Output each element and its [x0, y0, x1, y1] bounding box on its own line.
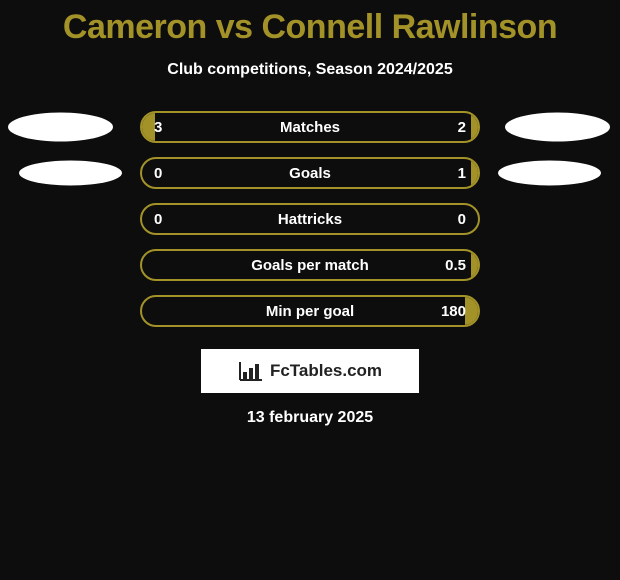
player-left-ellipse: [19, 161, 122, 186]
right-value: 1: [458, 159, 466, 187]
metric-bar: Min per goal180: [140, 295, 480, 327]
right-value: 180: [441, 297, 466, 325]
metric-label: Goals per match: [142, 251, 478, 279]
right-value: 0: [458, 205, 466, 233]
legend-text: FcTables.com: [270, 361, 382, 381]
player-right-ellipse: [505, 113, 610, 142]
metric-bar: Goals0 1: [140, 157, 480, 189]
right-value: 0.5: [445, 251, 466, 279]
metric-label: Matches: [142, 113, 478, 141]
left-value: 3: [154, 113, 162, 141]
right-value: 2: [458, 113, 466, 141]
metric-bar: Goals per match0.5: [140, 249, 480, 281]
subtitle: Club competitions, Season 2024/2025: [0, 61, 620, 79]
legend-badge: FcTables.com: [201, 349, 419, 393]
metric-label: Min per goal: [142, 297, 478, 325]
comparison-rows: Matches32Goals01Hattricks00Goals per mat…: [0, 111, 620, 327]
player-right-ellipse: [498, 161, 601, 186]
metric-label: Hattricks: [142, 205, 478, 233]
comparison-row: Matches3 2: [0, 111, 620, 143]
comparison-row: Hattricks0 0: [0, 203, 620, 235]
comparison-row: Goals0 1: [0, 157, 620, 189]
player-left-ellipse: [8, 113, 113, 142]
left-value: 0: [154, 205, 162, 233]
metric-bar: Hattricks0 0: [140, 203, 480, 235]
date-label: 13 february 2025: [0, 409, 620, 427]
left-value: 0: [154, 159, 162, 187]
bars-icon: [238, 360, 264, 382]
metric-label: Goals: [142, 159, 478, 187]
page-title: Cameron vs Connell Rawlinson: [0, 0, 620, 47]
comparison-row: Min per goal180: [0, 295, 620, 327]
metric-bar: Matches3 2: [140, 111, 480, 143]
comparison-row: Goals per match0.5: [0, 249, 620, 281]
